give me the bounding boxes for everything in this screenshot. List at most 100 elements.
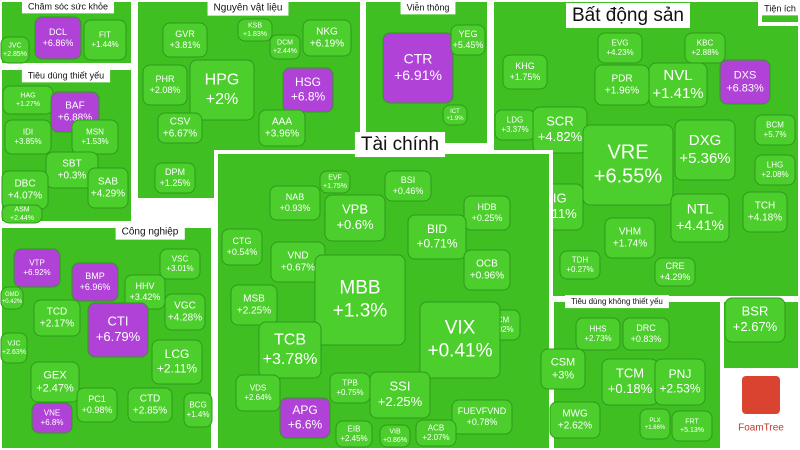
cell <box>419 301 501 379</box>
cell-label: TCH <box>755 201 776 212</box>
cell-label: HAG <box>20 93 35 100</box>
cell <box>87 302 149 358</box>
group-label: Bất động sản <box>572 5 684 26</box>
cell-value: +2.88% <box>691 48 718 57</box>
cell-value: +2.11% <box>157 361 197 375</box>
group-label-bg <box>565 295 669 309</box>
cell-label: VTP <box>29 258 45 267</box>
cell-label: DXG <box>689 132 722 149</box>
cell-value: +0.3% <box>58 171 87 182</box>
cell-value: +4.29% <box>91 189 125 200</box>
cell-label: LHG <box>767 160 783 169</box>
cell-value: +1.3% <box>333 300 388 321</box>
cell <box>302 19 352 57</box>
cell-value: +3.42% <box>130 292 161 302</box>
cell-value: +6.6% <box>288 417 323 431</box>
cell-value: +2.44% <box>10 215 34 222</box>
cell <box>31 402 73 434</box>
cell-value: +0.93% <box>280 203 311 213</box>
cell <box>33 299 81 337</box>
cell-value: +2.63% <box>2 349 26 356</box>
cell <box>415 419 457 447</box>
cell-value: +2% <box>206 91 238 108</box>
cell-label: NKG <box>316 27 338 38</box>
cell-label: HSG <box>295 75 321 89</box>
cell-value: +0.18% <box>608 381 653 396</box>
cell-label: VGC <box>174 301 196 312</box>
cell-value: +3.78% <box>263 351 318 368</box>
cell-label: VJC <box>7 341 20 348</box>
cell <box>221 228 263 266</box>
cell-label: VPB <box>342 202 368 217</box>
cell-label: GMD <box>5 292 20 298</box>
cell <box>654 358 706 406</box>
cell-label: DCM <box>277 40 293 47</box>
cell-value: +2.08% <box>150 85 181 95</box>
cell-value: +0.75% <box>336 388 363 397</box>
group-label: Viễn thông <box>407 2 450 12</box>
cell-label: VSC <box>172 254 189 263</box>
cell <box>622 317 670 351</box>
cell <box>127 387 173 423</box>
cell-label: KSB <box>248 23 262 30</box>
cell-label: HHS <box>590 324 607 333</box>
cell-value: +2.53% <box>659 381 700 395</box>
cell-label: ACB <box>428 423 444 432</box>
cell-value: +2.73% <box>584 334 611 343</box>
cell-value: +6.91% <box>394 67 442 83</box>
group-label-bg <box>21 68 111 83</box>
logo-icon <box>742 376 780 414</box>
cell-label: FIT <box>99 30 111 39</box>
cell-label: BMP <box>85 271 105 281</box>
cell <box>0 332 28 364</box>
cell-value: +0.78% <box>467 417 498 427</box>
cell-label: DRC <box>636 323 656 333</box>
cell-value: +2.17% <box>40 319 74 330</box>
cell <box>151 339 203 385</box>
cell-label: PHR <box>155 74 175 84</box>
cell-value: +3.85% <box>14 137 41 146</box>
cell-label: CTR <box>404 50 433 66</box>
cell <box>463 195 511 231</box>
cell <box>279 397 331 439</box>
cell-value: +5.13% <box>680 427 704 434</box>
cell-label: TPB <box>342 378 358 387</box>
cell-label: BID <box>427 222 447 236</box>
cell <box>379 424 411 448</box>
cell <box>4 119 52 155</box>
cell <box>154 162 196 194</box>
cell <box>34 16 82 60</box>
cell-value: +1.25% <box>160 178 191 188</box>
cell <box>582 124 674 206</box>
cell-label: TCB <box>274 332 306 349</box>
cell-label: TCM <box>616 366 644 381</box>
cell-label: BCM <box>766 120 784 129</box>
cell-value: +3% <box>552 370 575 382</box>
cell-label: LCG <box>165 347 190 361</box>
cell-label: VNE <box>44 408 60 417</box>
cell-value: +0.42% <box>2 299 23 305</box>
group-label-bg <box>758 1 800 16</box>
cell-label: VDS <box>250 383 266 392</box>
cell <box>157 112 203 144</box>
cell-value: +2.67% <box>733 319 778 334</box>
cell-label: GVR <box>175 29 195 39</box>
cell-label: CSM <box>551 356 575 368</box>
cell-value: +3.96% <box>265 129 299 140</box>
cell-label: EVG <box>612 38 629 47</box>
group-label-bg <box>115 224 185 240</box>
cell <box>670 193 730 243</box>
cell-value: +2.25% <box>237 306 271 317</box>
cell-label: VHM <box>619 227 641 238</box>
cell-label: HPG <box>205 72 240 89</box>
cell <box>76 387 118 423</box>
cell-value: +2.85% <box>133 406 167 417</box>
cell <box>742 191 788 233</box>
cell-label: BAF <box>65 101 84 112</box>
cell-value: +2.44% <box>273 48 297 55</box>
cell-label: ASM <box>14 207 29 214</box>
cell <box>71 262 119 302</box>
cell <box>162 22 208 58</box>
cell-value: +6.92% <box>23 268 50 277</box>
